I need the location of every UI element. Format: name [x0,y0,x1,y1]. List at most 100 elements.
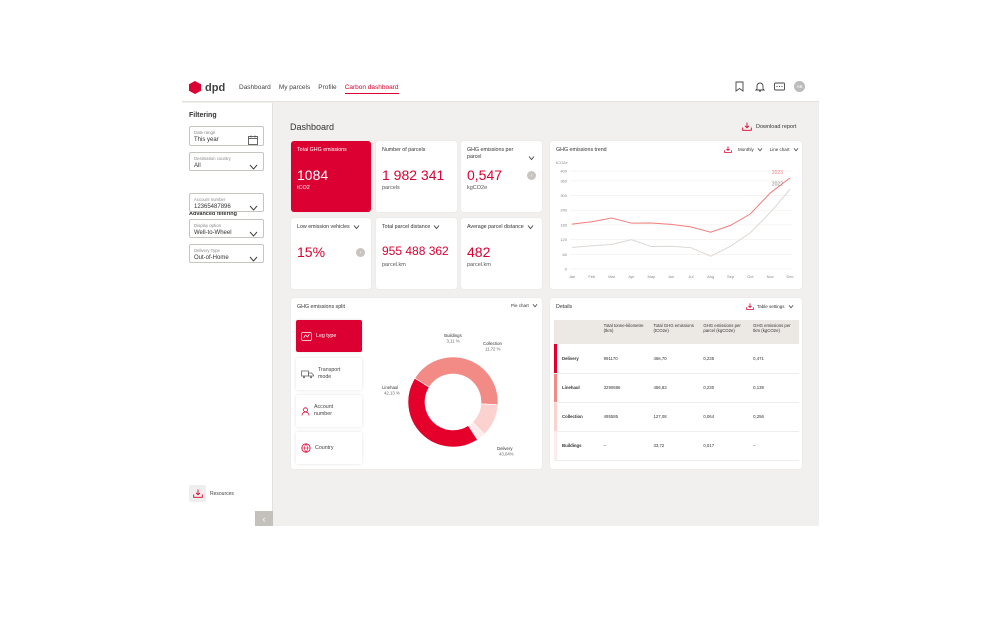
split-chart-type-select[interactable]: Pie chart [511,303,538,308]
calendar-icon[interactable] [248,132,258,150]
display-option-value: Well-to-Wheel [194,230,232,236]
split-option-leg-type[interactable]: Leg type [296,320,362,352]
category-color-bar [554,373,557,402]
top-icons: AB [734,81,805,92]
dpd-logo[interactable]: dpd [189,81,225,94]
split-option-label: Transport mode [318,367,341,380]
table-cell: 3290686 [599,373,650,403]
x-tick-label: Dec [786,274,793,279]
nav-my-parcels[interactable]: My parcels [278,84,311,91]
bell-icon[interactable] [754,81,765,92]
sidebar-title: Filtering [189,112,217,119]
kpi-total-ghg-emissions[interactable]: Total GHG emissions 1084 tCO2 [291,141,371,212]
chevron-down-icon [249,225,258,243]
chevron-down-icon[interactable] [433,224,440,230]
period-select[interactable]: Monthly [738,147,754,152]
chevron-down-icon[interactable] [528,148,535,166]
table-header-cell [554,320,600,344]
nav-carbon-dashboard[interactable]: Carbon dashboard [344,84,399,94]
category-label: Collection [562,414,583,419]
split-chart-type-value: Pie chart [511,303,529,308]
kpi-total-parcel-distance[interactable]: Total parcel distance 955 488 362 parcel… [376,218,457,289]
chevron-down-icon[interactable] [353,224,360,230]
resources-label: Resources [210,490,234,497]
top-bar: dpd Dashboard My parcels Profile Carbon … [182,72,819,102]
kpi-value: 482 [467,244,491,260]
leg-type-icon [301,331,312,341]
split-option-label: Leg type [316,333,337,339]
table-settings-button[interactable]: Table settings [746,303,794,310]
kpi-number-of-parcels[interactable]: Number of parcels 1 982 341 parcels [376,141,457,212]
table-settings-label: Table settings [757,304,785,309]
y-tick-label: 0 [565,267,568,272]
kpi-title: Low emission vehicles [297,224,360,231]
date-range-field[interactable]: Date range This year [189,126,264,146]
logo-text: dpd [205,81,226,94]
x-tick-label: Feb [588,274,596,279]
series-label-2022: 2022 [772,181,783,187]
chevron-down-icon [532,304,538,308]
kpi-average-parcel-distance[interactable]: Average parcel distance 482 parcel.km [461,218,542,289]
ghg-trend-panel: GHG emissions trend Monthly Line chart t… [550,141,802,289]
nav-profile[interactable]: Profile [318,84,337,91]
bookmark-icon[interactable] [734,81,745,92]
table-cell: – [749,431,799,461]
collapse-sidebar-button[interactable]: ‹ [255,511,273,526]
donut-slice-linehaul [414,356,499,406]
chevron-down-icon[interactable] [527,224,534,230]
donut-slice-buildings [467,421,485,441]
y-axis-label: tCO2e [556,160,568,165]
user-avatar[interactable]: AB [794,81,805,92]
info-icon[interactable]: › [527,171,536,180]
delivery-type-select[interactable]: Delivery Type Out-of-Home [189,244,264,263]
donut-value: 11,72 % [485,347,501,352]
delivery-type-value: Out-of-Home [194,255,229,261]
destination-country-select[interactable]: Destination country All [189,152,264,171]
donut-slice-delivery [407,377,478,448]
kpi-low-emission-vehicles[interactable]: Low emission vehicles 15% › [291,218,371,289]
kpi-title-text: Total parcel distance [382,224,431,230]
donut-label: Buildings [444,333,461,338]
download-icon[interactable] [724,146,732,153]
kpi-unit: parcel.km [467,262,491,268]
table-row[interactable]: Collection 495585 127,08 0,064 0,256 [554,402,799,432]
x-tick-label: Oct [747,274,754,279]
kpi-ghg-per-parcel[interactable]: GHG emissions per parcel 0,547 kgCO2e › [461,141,542,212]
table-row-category: Delivery [554,344,600,374]
donut-label: Linehaul [382,385,398,390]
chevron-down-icon [757,148,763,152]
download-icon [742,122,752,131]
table-row[interactable]: Linehaul 3290686 456,83 0,230 0,139 [554,373,799,403]
chat-icon[interactable] [774,81,785,92]
kpi-title-text: GHG emissions per parcel [467,147,514,160]
split-option-country[interactable]: Country [296,432,362,464]
donut-value: 3,11 % [446,339,459,344]
download-report-button[interactable]: Download report [742,122,796,131]
account-number-select[interactable]: Account number 12365487896 [189,193,264,212]
details-table: Total tonne-kilometre (tkm) Total GHG em… [554,320,799,461]
nav-dashboard[interactable]: Dashboard [239,84,271,91]
truck-icon [301,370,314,378]
resources-link[interactable]: Resources [189,485,234,502]
display-option-select[interactable]: Display option Well-to-Wheel [189,219,264,238]
table-header-cell: GHG emissions per parcel (kgCO2e) [699,320,750,344]
table-row[interactable]: Buildings – 33,72 0,017 – [554,431,799,461]
delivery-type-label: Delivery Type [194,248,220,253]
table-cell: 991170 [599,344,650,374]
kpi-title: Total parcel distance [382,224,440,231]
table-cell: 0,230 [699,373,750,403]
split-option-account-number[interactable]: Account number [296,395,362,427]
split-option-transport-mode[interactable]: Transport mode [296,358,362,390]
table-row[interactable]: Delivery 991170 466,70 0,235 0,471 [554,344,799,374]
table-cell: – [599,431,650,461]
info-icon[interactable]: › [356,248,365,257]
kpi-title-text: Total GHG emissions [297,147,347,153]
table-header-row: Total tonne-kilometre (tkm) Total GHG em… [554,320,799,344]
chart-type-select[interactable]: Line chart [769,147,790,152]
chevron-down-icon [249,250,258,268]
advanced-filtering-title: Advanced filtering [189,211,237,217]
table-cell: 495585 [599,402,650,432]
kpi-unit: tCO2 [297,185,310,191]
x-tick-label: Jan [569,274,575,279]
